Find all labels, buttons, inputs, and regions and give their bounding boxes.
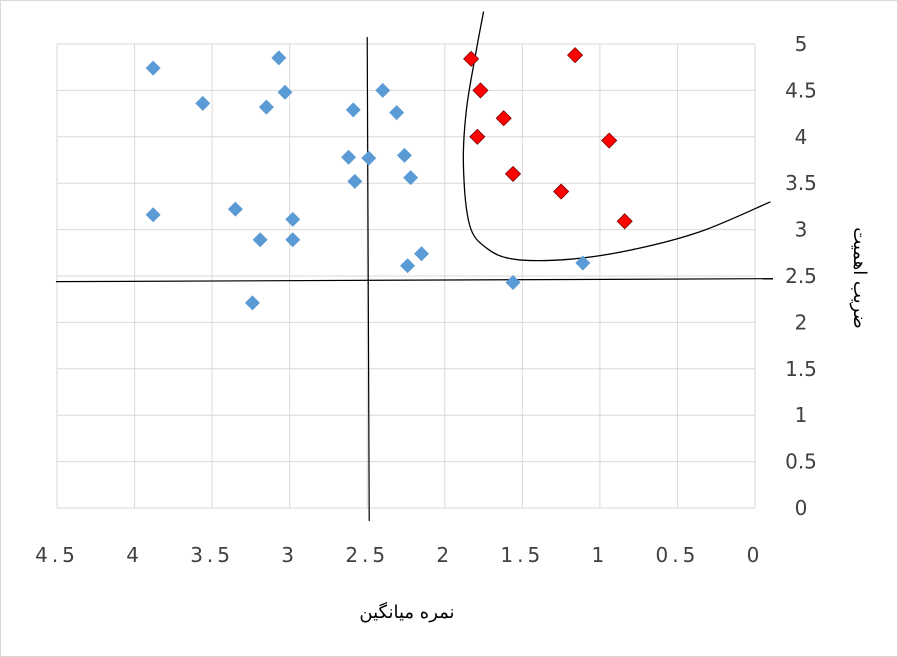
data-point (400, 258, 416, 274)
x-tick-label: 3 (281, 543, 298, 567)
x-tick-label: 2.5 (345, 543, 389, 567)
data-point (389, 105, 405, 121)
x-tick-label: 0 (747, 543, 764, 567)
y-tick-label: 0.5 (785, 450, 817, 474)
y-tick-label: 2 (795, 310, 808, 334)
data-point (361, 150, 377, 166)
data-point (285, 232, 301, 248)
horizontal-reference-line (55, 278, 774, 283)
x-axis-title: نمره میانگین (359, 601, 454, 623)
data-point (469, 128, 486, 145)
y-tick-label: 4 (795, 125, 808, 149)
data-point (341, 149, 357, 165)
highlight-curve-layer (462, 11, 771, 262)
data-point (375, 82, 391, 98)
y-tick-label: 3.5 (785, 171, 817, 195)
y-tick-label: 1.5 (785, 357, 817, 381)
y-axis-title: ضریب اهمیت (849, 227, 870, 329)
x-tick-label: 4 (126, 543, 143, 567)
y-tick-label: 4.5 (785, 78, 817, 102)
data-points (145, 47, 633, 311)
y-tick-label: 2.5 (785, 264, 817, 288)
data-point (567, 47, 584, 64)
data-point (575, 255, 591, 271)
data-point (403, 170, 419, 186)
data-point (472, 82, 489, 99)
data-point (553, 183, 570, 200)
gridlines (56, 43, 756, 509)
data-point (258, 99, 274, 115)
data-point (227, 201, 243, 217)
y-tick-label: 1 (795, 403, 808, 427)
data-point (271, 50, 287, 66)
data-point (345, 102, 361, 118)
x-tick-label: 1 (592, 543, 609, 567)
data-point (145, 207, 161, 223)
data-point (347, 173, 363, 189)
data-point (277, 84, 293, 100)
data-point (145, 60, 161, 76)
data-point (195, 95, 211, 111)
data-point (285, 211, 301, 227)
data-point (463, 50, 480, 67)
vertical-reference-line (366, 36, 370, 522)
data-point (244, 295, 260, 311)
data-point (505, 274, 521, 290)
data-point (616, 213, 633, 230)
x-axis-ticks: 4.5 4 3.5 3 2.5 2 1.5 1 0.5 0 (35, 543, 764, 567)
x-tick-label: 0.5 (656, 543, 700, 567)
data-point (252, 232, 268, 248)
x-tick-label: 3.5 (190, 543, 234, 567)
data-point (495, 110, 512, 127)
y-axis-ticks: 5 4.5 4 3.5 3 2.5 2 1.5 1 0.5 0 (785, 32, 817, 520)
x-tick-label: 2 (436, 543, 453, 567)
x-tick-label: 1.5 (500, 543, 544, 567)
y-tick-label: 5 (795, 32, 808, 56)
y-tick-label: 0 (795, 496, 808, 520)
y-tick-label: 3 (795, 218, 808, 242)
data-point (601, 132, 618, 149)
highlight-curve (462, 11, 771, 262)
data-point (504, 165, 522, 182)
reference-lines (55, 36, 774, 522)
data-point (414, 246, 430, 262)
data-point (396, 147, 412, 163)
x-tick-label: 4.5 (35, 543, 79, 567)
